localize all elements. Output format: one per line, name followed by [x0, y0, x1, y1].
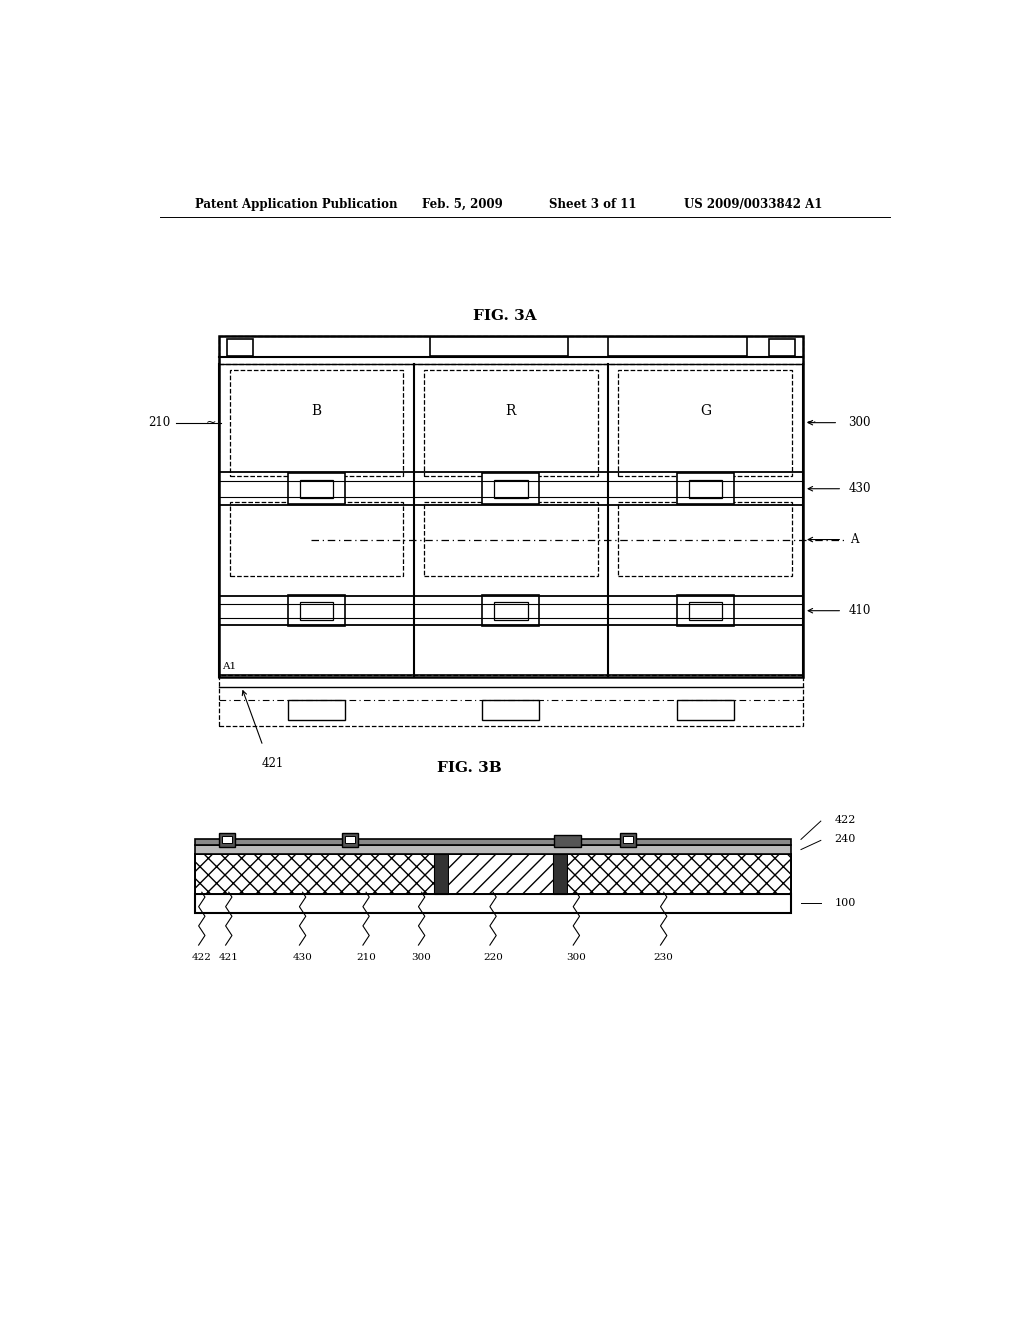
- Bar: [495, 479, 527, 498]
- Bar: [677, 595, 734, 626]
- Text: 421: 421: [262, 756, 285, 770]
- Bar: [430, 338, 568, 355]
- Bar: [689, 479, 722, 498]
- Text: ~: ~: [805, 416, 816, 429]
- Bar: [219, 337, 803, 677]
- Text: 100: 100: [835, 899, 856, 908]
- Text: US 2009/0033842 A1: US 2009/0033842 A1: [684, 198, 822, 211]
- Bar: [196, 894, 791, 912]
- Bar: [227, 339, 253, 355]
- Text: 430: 430: [293, 953, 312, 962]
- Text: 421: 421: [219, 953, 239, 962]
- Bar: [624, 837, 633, 843]
- Text: 422: 422: [191, 953, 212, 962]
- Bar: [219, 675, 803, 726]
- Bar: [449, 854, 553, 894]
- Bar: [300, 602, 333, 620]
- Bar: [196, 854, 433, 894]
- Text: 240: 240: [835, 834, 856, 845]
- Bar: [300, 479, 333, 498]
- Bar: [495, 602, 527, 620]
- Bar: [769, 339, 795, 355]
- Text: 230: 230: [653, 953, 674, 962]
- Text: FIG. 3A: FIG. 3A: [473, 309, 537, 323]
- Bar: [608, 338, 748, 355]
- Text: 300: 300: [566, 953, 587, 962]
- Bar: [618, 502, 793, 576]
- Bar: [620, 833, 636, 846]
- Bar: [677, 700, 734, 721]
- Text: 300: 300: [412, 953, 431, 962]
- Bar: [482, 595, 540, 626]
- Text: 410: 410: [849, 605, 871, 618]
- Bar: [222, 837, 232, 843]
- Bar: [342, 833, 358, 846]
- Bar: [677, 474, 734, 504]
- Bar: [345, 837, 355, 843]
- Text: A: A: [850, 533, 859, 546]
- Text: 210: 210: [147, 416, 170, 429]
- Text: 430: 430: [849, 482, 871, 495]
- Text: G: G: [699, 404, 711, 418]
- Text: Sheet 3 of 11: Sheet 3 of 11: [549, 198, 636, 211]
- Text: A1: A1: [222, 663, 236, 671]
- Bar: [433, 854, 449, 894]
- Bar: [219, 833, 236, 846]
- Bar: [288, 595, 345, 626]
- Bar: [196, 840, 791, 846]
- Text: 210: 210: [356, 953, 376, 962]
- Bar: [567, 854, 791, 894]
- Bar: [554, 836, 581, 846]
- Bar: [689, 602, 722, 620]
- Bar: [196, 846, 791, 854]
- Text: Patent Application Publication: Patent Application Publication: [196, 198, 398, 211]
- Bar: [553, 854, 567, 894]
- Text: 422: 422: [835, 814, 856, 825]
- Bar: [424, 502, 598, 576]
- Text: B: B: [311, 404, 322, 418]
- Bar: [229, 370, 403, 475]
- Text: 220: 220: [483, 953, 503, 962]
- Text: R: R: [506, 404, 516, 418]
- Bar: [229, 502, 403, 576]
- Bar: [424, 370, 598, 475]
- Text: ~: ~: [206, 416, 217, 429]
- Bar: [288, 700, 345, 721]
- Bar: [618, 370, 793, 475]
- Bar: [482, 474, 540, 504]
- Text: Feb. 5, 2009: Feb. 5, 2009: [422, 198, 503, 211]
- Bar: [482, 700, 540, 721]
- Bar: [219, 337, 803, 364]
- Text: 300: 300: [849, 416, 871, 429]
- Bar: [288, 474, 345, 504]
- Bar: [196, 854, 791, 894]
- Text: FIG. 3B: FIG. 3B: [437, 762, 502, 775]
